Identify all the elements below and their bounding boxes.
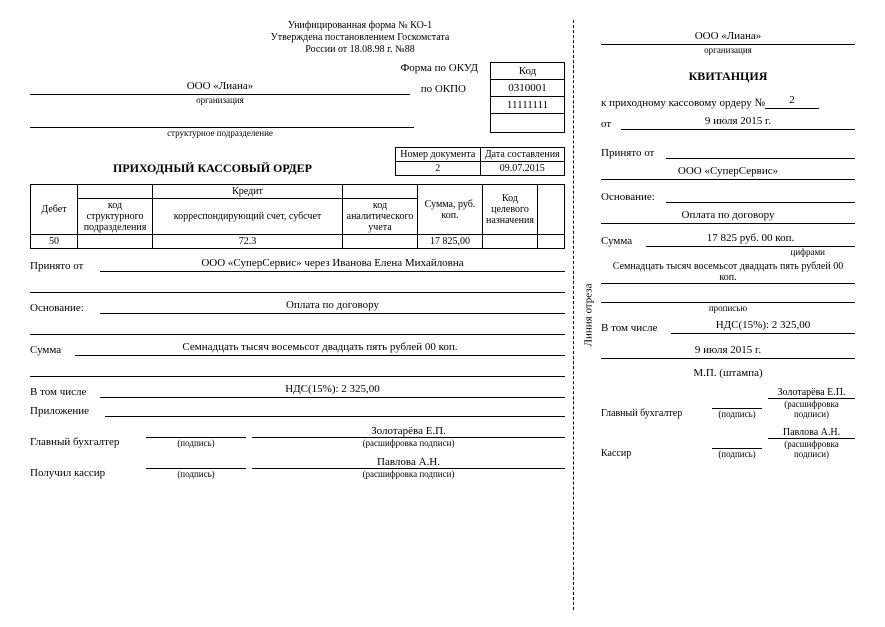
td-sub2: 72.3 (153, 235, 343, 249)
okpo-label: по ОКПО (410, 83, 470, 95)
th-sub3: код аналитического учета (343, 199, 418, 235)
th-kredit: Кредит (153, 185, 343, 199)
r-stamp: М.П. (штампа) (601, 367, 855, 379)
r-basis: Оплата по договору (601, 209, 855, 224)
th-sub1: код структурного подразделения (78, 199, 153, 235)
r-incl-label: В том числе (601, 322, 671, 334)
kod-label: Код (490, 62, 565, 80)
okud-value: 0310001 (490, 80, 565, 97)
r-sum-num-cap: цифрами (601, 247, 855, 257)
attach-value (105, 402, 565, 417)
r-from-label: от (601, 118, 621, 130)
r-from-date: 9 июля 2015 г. (621, 115, 855, 130)
doc-date: 09.07.2015 (480, 162, 565, 176)
r-chief-sig-cap: (подпись) (712, 409, 762, 419)
r-basis-label: Основание: (601, 191, 666, 203)
org-caption: организация (30, 95, 410, 105)
cashier-name: Павлова А.Н. (252, 456, 565, 469)
r-cashier-label: Кассир (601, 448, 706, 459)
chief-label: Главный бухгалтер (30, 436, 140, 448)
receipt: ООО «Лиана» организация КВИТАНЦИЯ к прих… (581, 20, 855, 610)
received-line2 (30, 278, 565, 293)
incl-label: В том числе (30, 386, 100, 398)
basis-line2 (30, 320, 565, 335)
r-sum-words: Семнадцать тысяч восемьсот двадцать пять… (601, 261, 855, 284)
r-chief-name: Золотарёва Е.П. (768, 387, 855, 399)
td-debet: 50 (31, 235, 78, 249)
r-received-label: Принято от (601, 147, 666, 159)
code-blank (490, 114, 565, 133)
subdiv-caption: структурное подразделение (30, 128, 410, 138)
th-purpose: Код целевого назначения (483, 185, 538, 235)
doc-num: 2 (396, 162, 481, 176)
r-sum-words2 (601, 288, 855, 303)
td-blank (538, 235, 565, 249)
sum-words: Семнадцать тысяч восемьсот двадцать пять… (75, 341, 565, 356)
th-debet: Дебет (31, 185, 78, 235)
document-page: Унифицированная форма № КО-1 Утверждена … (0, 0, 885, 620)
chief-name: Золотарёва Е.П. (252, 425, 565, 438)
td-sub3 (343, 235, 418, 249)
r-cashier-name-cap: (расшифровка подписи) (768, 439, 855, 459)
r-to-order: к приходному кассовому ордеру № (601, 97, 765, 109)
form-line2: Утверждена постановлением Госкомстата (230, 32, 490, 44)
basis-label: Основание: (30, 302, 100, 314)
cash-order: Унифицированная форма № КО-1 Утверждена … (30, 20, 565, 610)
org-name: ООО «Лиана» (30, 80, 410, 95)
received-value: ООО «СуперСервис» через Иванова Елена Ми… (100, 257, 565, 272)
form-line1: Унифицированная форма № КО-1 (230, 20, 490, 32)
basis-value: Оплата по договору (100, 299, 565, 314)
okud-label: Форма по ОКУД (358, 62, 482, 74)
cashier-sig-cap: (подпись) (146, 469, 246, 479)
r-cashier-name: Павлова А.Н. (768, 427, 855, 439)
r-org: ООО «Лиана» (601, 30, 855, 45)
cashier-got-label: Получил кассир (30, 467, 140, 479)
attach-label: Приложение (30, 405, 105, 417)
r-date2: 9 июля 2015 г. (601, 344, 855, 359)
r-sum-num: 17 825 руб. 00 коп. (646, 232, 855, 247)
r-sum-words-cap: прописью (601, 303, 855, 313)
td-purpose (483, 235, 538, 249)
r-received-blank (666, 144, 855, 159)
r-org-cap: организация (601, 45, 855, 55)
r-sum-label: Сумма (601, 235, 646, 247)
th-blank (538, 185, 565, 235)
form-line3: России от 18.08.98 г. №88 (230, 44, 490, 56)
r-cashier-sig-cap: (подпись) (712, 449, 762, 459)
receipt-title: КВИТАНЦИЯ (601, 69, 855, 84)
r-num: 2 (765, 94, 819, 109)
chief-sig-cap: (подпись) (146, 438, 246, 448)
r-chief-label: Главный бухгалтер (601, 408, 706, 419)
r-received: ООО «СуперСервис» (601, 165, 855, 180)
r-basis-blank (666, 188, 855, 203)
columns: Унифицированная форма № КО-1 Утверждена … (30, 20, 855, 610)
th-sum: Сумма, руб. коп. (418, 185, 483, 235)
subdiv-line (30, 113, 414, 128)
sum-label: Сумма (30, 344, 75, 356)
doc-date-label: Дата составления (480, 148, 565, 162)
td-sum: 17 825,00 (418, 235, 483, 249)
doc-num-label: Номер документа (396, 148, 481, 162)
okpo-value: 11111111 (490, 97, 565, 114)
incl-value: НДС(15%): 2 325,00 (100, 383, 565, 398)
r-chief-name-cap: (расшифровка подписи) (768, 399, 855, 419)
cashier-name-cap: (расшифровка подписи) (252, 469, 565, 479)
received-label: Принято от (30, 260, 100, 272)
order-title: ПРИХОДНЫЙ КАССОВЫЙ ОРДЕР (30, 161, 395, 176)
r-incl: НДС(15%): 2 325,00 (671, 319, 855, 334)
chief-name-cap: (расшифровка подписи) (252, 438, 565, 448)
sum-line2 (30, 362, 565, 377)
td-sub1 (78, 235, 153, 249)
th-sub2: корреспондирующий счет, субсчет (153, 199, 343, 235)
accounting-table: Дебет Кредит Сумма, руб. коп. Код целево… (30, 184, 565, 249)
tear-line (573, 20, 581, 610)
